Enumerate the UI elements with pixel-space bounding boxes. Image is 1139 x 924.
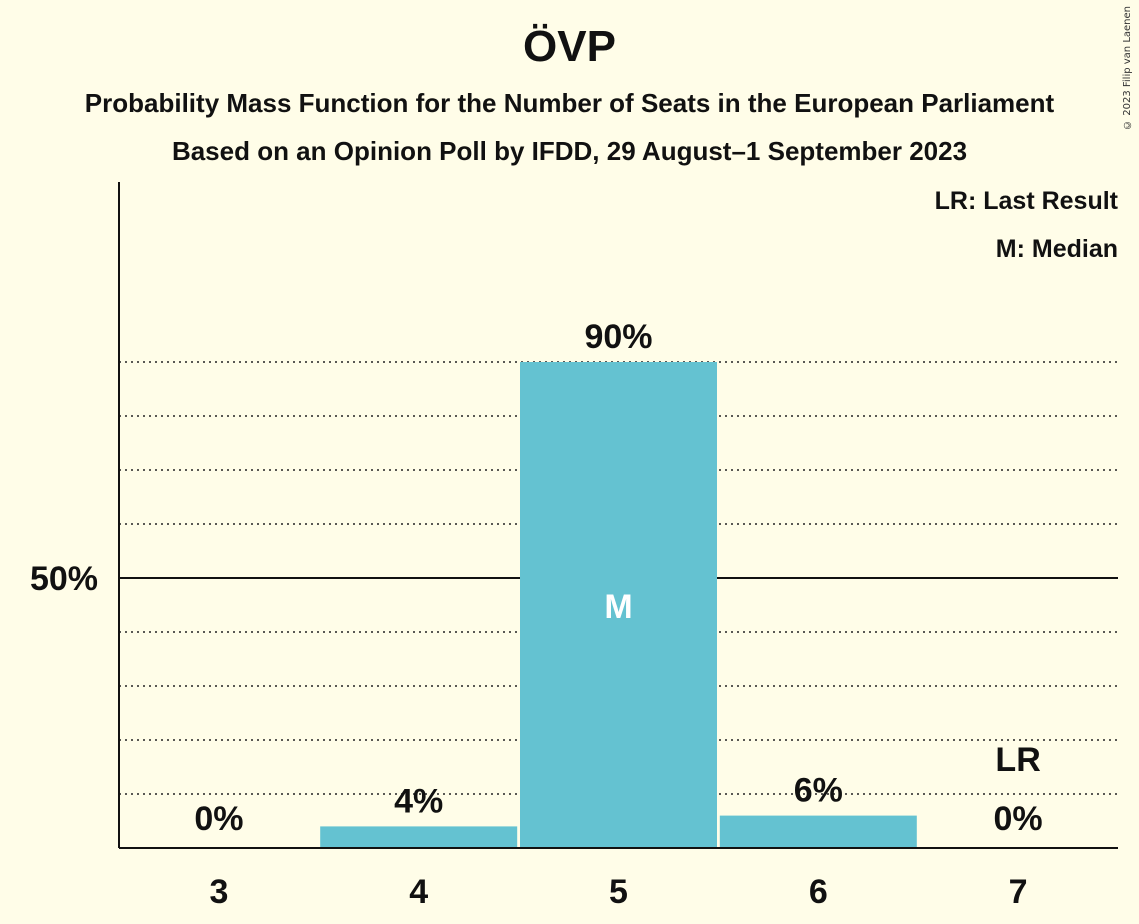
bar bbox=[520, 362, 717, 848]
labels-group: 50% 0% 3 4% 4 90% 5 M 6% 6 0% 7 LR bbox=[30, 318, 1043, 911]
x-tick-label: 6 bbox=[809, 873, 828, 911]
x-tick-label: 3 bbox=[209, 873, 228, 911]
x-tick-label: 4 bbox=[409, 873, 428, 911]
bar bbox=[320, 826, 518, 848]
median-marker: M bbox=[604, 588, 632, 626]
bar-value-label: 90% bbox=[584, 318, 652, 356]
bars-group bbox=[320, 362, 917, 848]
chart-subtitle-line2: Based on an Opinion Poll by IFDD, 29 Aug… bbox=[171, 136, 968, 166]
bar-value-label: 6% bbox=[794, 772, 843, 810]
bar-value-label: 0% bbox=[994, 800, 1043, 838]
legend-last-result: LR: Last Result bbox=[935, 187, 1119, 215]
bar-value-label: 4% bbox=[394, 782, 443, 820]
y-tick-label: 50% bbox=[30, 560, 98, 598]
x-tick-label: 5 bbox=[609, 873, 628, 911]
bar bbox=[719, 815, 917, 848]
last-result-marker: LR bbox=[995, 741, 1040, 779]
bar-value-label: 0% bbox=[194, 800, 243, 838]
chart-subtitle-line1: Probability Mass Function for the Number… bbox=[84, 88, 1055, 118]
legend-median: M: Median bbox=[996, 235, 1118, 263]
x-tick-label: 7 bbox=[1009, 873, 1028, 911]
chart-title: ÖVP bbox=[523, 22, 616, 71]
axes-group bbox=[118, 182, 1118, 849]
